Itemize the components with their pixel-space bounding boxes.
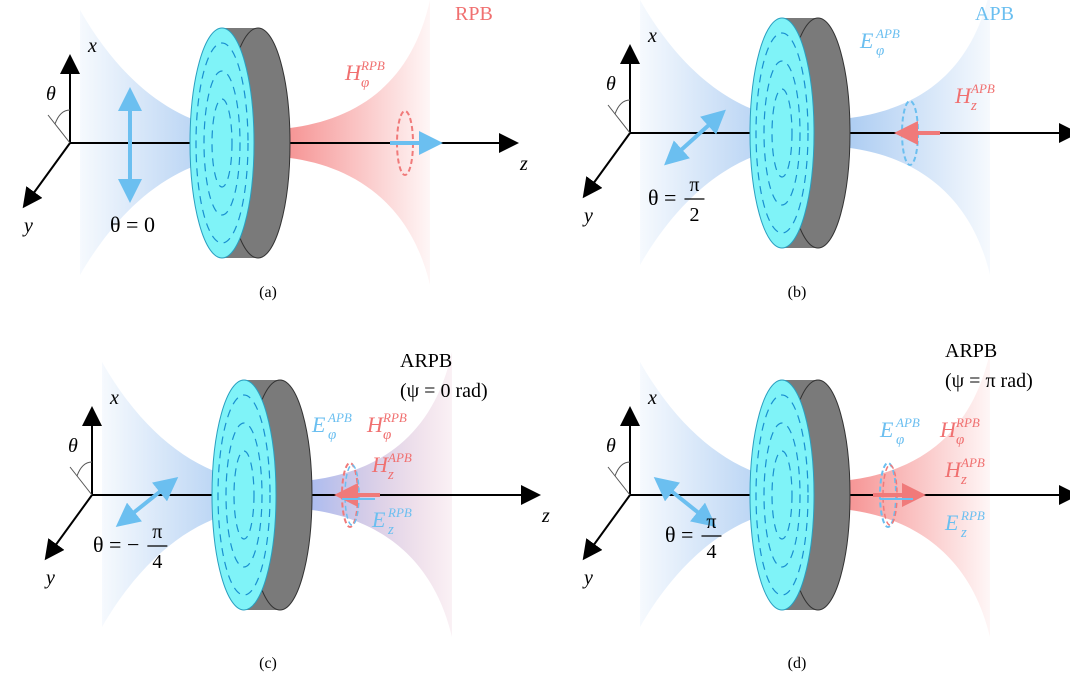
angle-label: θ <box>606 73 616 95</box>
angle-arc <box>615 100 630 114</box>
angle-ref <box>608 467 630 495</box>
field-subscript: z <box>960 525 967 541</box>
field-subscript: z <box>387 467 394 483</box>
field-subscript: φ <box>383 427 391 443</box>
theta-equation: θ = <box>665 522 693 547</box>
field-subscript: φ <box>896 432 904 448</box>
axis-label: z <box>541 505 550 527</box>
fraction-numerator: π <box>689 174 699 196</box>
field-symbol: H <box>954 83 972 108</box>
caption: (d) <box>788 655 807 672</box>
beam-label: RPB <box>455 3 493 25</box>
angle-ref <box>70 467 92 495</box>
caption: (b) <box>788 284 807 301</box>
y-axis <box>25 143 70 205</box>
beam-label: ARPB <box>400 350 452 372</box>
axis-label: y <box>582 205 593 227</box>
axis-label: x <box>109 387 119 409</box>
angle-label: θ <box>46 83 56 105</box>
field-subscript: φ <box>956 432 964 448</box>
field-superscript: APB <box>875 26 900 41</box>
field-superscript: RPB <box>382 410 407 425</box>
field-symbol: H <box>939 417 957 442</box>
theta-equation: θ = − <box>93 532 139 557</box>
axis-label: z <box>519 153 528 175</box>
axis-label: x <box>647 25 657 47</box>
field-subscript: z <box>970 98 977 114</box>
beam-label: (ψ = π rad) <box>945 370 1033 392</box>
field-superscript: RPB <box>960 508 985 523</box>
field-superscript: APB <box>970 81 995 96</box>
theta-equation: θ = <box>648 185 676 210</box>
field-subscript: z <box>960 472 967 488</box>
caption: (a) <box>259 284 277 301</box>
disk-front <box>750 18 814 248</box>
field-symbol: E <box>311 412 326 437</box>
caption: (c) <box>259 655 277 672</box>
field-superscript: APB <box>895 415 920 430</box>
field-superscript: RPB <box>360 58 385 73</box>
field-symbol: H <box>366 412 384 437</box>
angle-arc <box>55 110 70 124</box>
angle-arc <box>615 462 630 476</box>
fraction-denominator: 2 <box>689 204 699 226</box>
field-superscript: APB <box>327 410 352 425</box>
disk-front <box>190 28 254 258</box>
field-subscript: φ <box>328 427 336 443</box>
field-symbol: E <box>879 417 894 442</box>
fraction-numerator: π <box>152 521 162 543</box>
y-axis <box>47 495 92 557</box>
axis-label: x <box>87 35 97 57</box>
field-superscript: RPB <box>387 505 412 520</box>
field-symbol: H <box>344 60 362 85</box>
field-subscript: φ <box>361 75 369 91</box>
theta-equation: θ = 0 <box>110 212 155 237</box>
field-symbol: E <box>371 507 386 532</box>
field-symbol: E <box>944 510 959 535</box>
axis-label: x <box>647 387 657 409</box>
angle-ref <box>608 105 630 133</box>
angle-ref <box>48 115 70 143</box>
figure: xyzθRPBθ = 0HRPBφ(a)xyzθAPBθ =π2EAPBφHAP… <box>0 0 1070 683</box>
angle-label: θ <box>606 435 616 457</box>
field-subscript: φ <box>876 43 884 59</box>
disk-front <box>750 380 814 610</box>
fraction-denominator: 4 <box>706 541 716 563</box>
fraction-numerator: π <box>706 511 716 533</box>
beam-label: (ψ = 0 rad) <box>400 380 488 402</box>
field-symbol: H <box>371 452 389 477</box>
y-axis <box>585 495 630 557</box>
beam-label: APB <box>975 3 1014 25</box>
fraction-denominator: 4 <box>152 551 162 573</box>
y-axis <box>585 133 630 195</box>
disk-front <box>212 380 276 610</box>
field-superscript: APB <box>387 450 412 465</box>
axis-label: y <box>22 215 33 237</box>
angle-label: θ <box>68 435 78 457</box>
field-subscript: z <box>387 522 394 538</box>
beam-label: ARPB <box>945 340 997 362</box>
axis-label: y <box>44 567 55 589</box>
field-superscript: RPB <box>955 415 980 430</box>
axis-label: y <box>582 567 593 589</box>
field-symbol: E <box>859 28 874 53</box>
field-symbol: H <box>944 457 962 482</box>
field-superscript: APB <box>960 455 985 470</box>
angle-arc <box>77 462 92 476</box>
